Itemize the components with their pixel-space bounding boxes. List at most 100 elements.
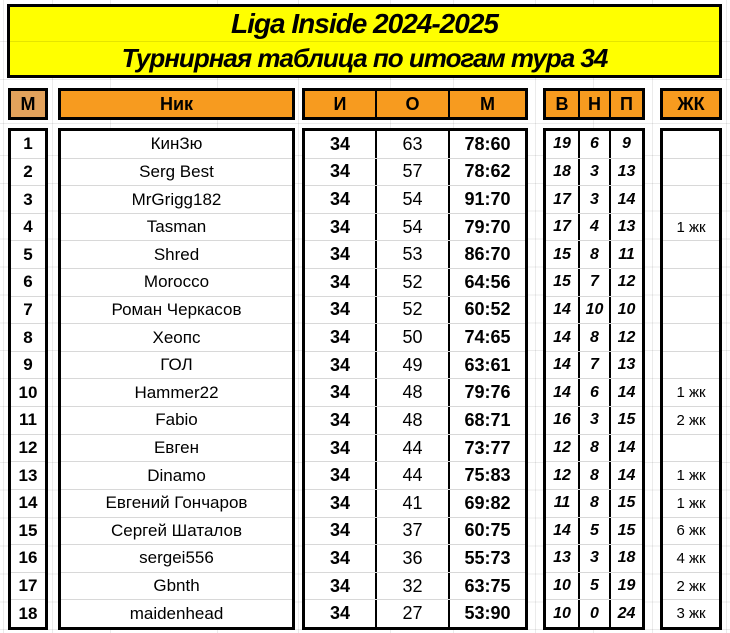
- wins-cell: 17: [546, 213, 580, 241]
- place-column: 1 2 3 4 5 6 7 8 9 10 11 12 13 14 15 16 17 18: [8, 128, 48, 630]
- stats-row: 34 36 55:73: [305, 545, 525, 573]
- draws-cell: 3: [580, 545, 611, 572]
- grid-vline: [3, 0, 4, 633]
- place-cell: 2: [11, 159, 45, 187]
- games-cell: 34: [305, 407, 377, 434]
- wins-cell: 10: [546, 600, 580, 627]
- results-column-group: 19 6 9 18 3 13 17 3 14 17 4 13 15 8 11 15 7 12 14 10 10 14 8 12…: [543, 128, 645, 630]
- nick-cell: Serg Best: [61, 159, 292, 187]
- points-cell: 41: [377, 489, 450, 517]
- stats-row: 34 54 91:70: [305, 186, 525, 214]
- place-cell: 4: [11, 214, 45, 242]
- draws-cell: 8: [580, 489, 611, 517]
- col-header-games: И: [305, 91, 377, 117]
- games-cell: 34: [305, 269, 377, 296]
- losses-cell: 13: [617, 218, 636, 236]
- draws-cell: 7: [580, 269, 611, 296]
- losses-cell: 12: [617, 273, 636, 291]
- draws-cell: 6: [580, 131, 611, 158]
- nick-cell: Fabio: [61, 407, 292, 435]
- cards-cell: [663, 297, 719, 325]
- place-cell: 17: [11, 573, 45, 601]
- goals-cell: 79:70: [464, 216, 511, 237]
- stats-row: 34 37 60:75: [305, 517, 525, 546]
- title-line2: Турнирная таблица по итогам тура 34: [121, 42, 609, 73]
- results-row: 15 7 12: [546, 269, 642, 297]
- results-row: 16 3 15: [546, 407, 642, 435]
- stats-row: 34 49 63:61: [305, 351, 525, 380]
- place-cell: 14: [11, 490, 45, 518]
- wins-cell: 19: [546, 131, 580, 158]
- nick-cell: Роман Черкасов: [61, 297, 292, 325]
- stats-row: 34 52 64:56: [305, 269, 525, 297]
- results-row: 15 8 11: [546, 241, 642, 270]
- cards-cell: 2 жк: [663, 573, 719, 601]
- place-cell: 1: [11, 131, 45, 159]
- results-row: 14 5 15: [546, 517, 642, 546]
- cards-cell: [663, 324, 719, 352]
- draws-cell: 0: [580, 600, 611, 627]
- points-cell: 48: [377, 407, 450, 434]
- games-cell: 34: [305, 434, 377, 462]
- points-cell: 54: [377, 186, 450, 213]
- cards-cell: 1 жк: [663, 490, 719, 518]
- games-cell: 34: [305, 545, 377, 572]
- title-divider: [10, 41, 719, 42]
- cards-cell: [663, 269, 719, 297]
- goals-cell: 78:60: [464, 133, 511, 154]
- wins-cell: 14: [546, 296, 580, 324]
- draws-cell: 3: [580, 186, 611, 213]
- losses-cell: 11: [618, 245, 635, 263]
- grid-hline: [0, 79, 730, 80]
- nick-cell: sergei556: [61, 545, 292, 573]
- points-cell: 50: [377, 324, 450, 351]
- games-cell: 34: [305, 324, 377, 351]
- results-row: 10 0 24: [546, 600, 642, 627]
- draws-cell: 7: [580, 351, 611, 379]
- col-header-draws: Н: [580, 91, 611, 117]
- nick-cell: Morocco: [61, 269, 292, 297]
- wins-cell: 15: [546, 241, 580, 269]
- nick-cell: Сергей Шаталов: [61, 518, 292, 546]
- stats-row: 34 48 68:71: [305, 407, 525, 435]
- goals-cell: 60:75: [464, 520, 511, 541]
- goals-cell: 63:75: [464, 575, 511, 596]
- stats-row: 34 27 53:90: [305, 600, 525, 627]
- losses-cell: 14: [617, 439, 636, 456]
- place-cell: 18: [18, 603, 38, 623]
- draws-cell: 5: [580, 572, 611, 600]
- draws-cell: 6: [580, 379, 611, 407]
- wins-cell: 18: [546, 158, 580, 186]
- nick-cell: Хеопс: [61, 324, 292, 352]
- col-header-place: М: [8, 88, 48, 120]
- results-row: 14 10 10: [546, 296, 642, 325]
- results-row: 12 8 14: [546, 462, 642, 490]
- grid-vline: [652, 0, 653, 633]
- cards-cell: [663, 435, 719, 463]
- draws-cell: 3: [580, 407, 611, 434]
- games-cell: 34: [305, 186, 377, 213]
- goals-cell: 79:76: [464, 382, 511, 403]
- wins-cell: 15: [546, 269, 580, 296]
- points-cell: 54: [377, 213, 450, 241]
- place-cell: 11: [11, 407, 45, 435]
- points-cell: 48: [377, 379, 450, 407]
- nick-cell: Tasman: [61, 214, 292, 242]
- points-cell: 36: [377, 545, 450, 572]
- games-cell: 34: [305, 600, 377, 627]
- wins-cell: 12: [546, 462, 580, 489]
- place-cell: 5: [11, 241, 45, 270]
- cards-cell: 3 жк: [676, 605, 706, 623]
- wins-cell: 14: [546, 517, 580, 545]
- results-row: 14 7 13: [546, 351, 642, 380]
- place-cell: 16: [11, 545, 45, 573]
- losses-cell: 19: [617, 577, 636, 595]
- nick-cell: maidenhead: [129, 603, 224, 623]
- grid-vline: [726, 0, 727, 633]
- points-cell: 49: [377, 351, 450, 379]
- stats-row: 34 48 79:76: [305, 379, 525, 408]
- col-header-goals: М: [480, 93, 495, 114]
- results-row: 14 8 12: [546, 324, 642, 352]
- goals-cell: 73:77: [464, 437, 511, 458]
